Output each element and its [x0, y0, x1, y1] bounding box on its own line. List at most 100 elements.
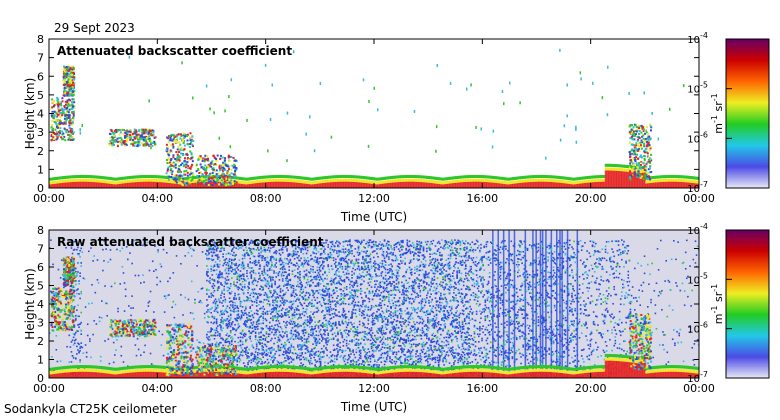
cloud-return [71, 116, 74, 119]
noise-speck [280, 248, 283, 251]
boundary-layer-edge [393, 179, 396, 183]
noise-speck [255, 347, 258, 350]
boundary-layer [118, 183, 122, 188]
boundary-layer-edge [656, 179, 660, 183]
boundary-layer-edge [497, 180, 500, 184]
cloud-return [178, 149, 181, 152]
noise-speck [168, 294, 170, 296]
boundary-layer-edge [131, 179, 135, 183]
boundary-layer-edge [621, 168, 624, 172]
noise-speck [247, 319, 249, 321]
cloud-return [188, 136, 191, 139]
noise-speck [251, 282, 254, 285]
boundary-layer [421, 181, 424, 188]
cloud-return [645, 165, 648, 168]
cloud-return [189, 177, 192, 180]
noise-speck [266, 353, 269, 356]
noise-speck [213, 248, 216, 251]
noise-speck [229, 304, 232, 306]
cloud-return [66, 101, 69, 104]
boundary-layer-edge [387, 176, 390, 180]
noise-speck [228, 260, 231, 263]
cloud-return [182, 141, 185, 144]
boundary-layer-edge [541, 178, 544, 182]
boundary-layer [635, 172, 639, 188]
cloud-return [191, 143, 194, 146]
noise-speck [275, 331, 278, 333]
boundary-layer-edge [677, 178, 681, 182]
noise-speck [55, 335, 58, 337]
cloud-return [166, 169, 169, 172]
noise-speck [247, 263, 249, 266]
cloud-return [66, 93, 69, 96]
cloud-return [191, 136, 194, 139]
noise-speck [251, 324, 254, 326]
cloud-return [169, 165, 172, 168]
noise-speck [257, 320, 259, 323]
cloud-return [70, 84, 73, 87]
cloud-return [113, 139, 116, 142]
boundary-layer [474, 181, 478, 188]
noise-speck [233, 328, 235, 330]
cloud-return [130, 134, 133, 137]
noise-speck [218, 299, 220, 302]
noise-speck [254, 336, 257, 338]
boundary-layer-edge [260, 175, 263, 179]
boundary-layer-edge [112, 181, 115, 185]
noise-speck [218, 332, 220, 335]
boundary-layer [663, 181, 666, 188]
panel-2: Raw attenuated backscatter coefficient01… [23, 222, 770, 414]
boundary-layer-edge [79, 178, 83, 182]
boundary-layer [140, 181, 143, 188]
cloud-return [197, 156, 200, 159]
noise-speck [261, 362, 263, 365]
boundary-layer-edge [466, 178, 470, 182]
noise-speck [198, 341, 201, 344]
noise-speck [262, 328, 265, 330]
noise-speck [264, 273, 267, 275]
boundary-layer-edge [482, 178, 486, 182]
noise-speck [274, 337, 276, 340]
sparse-return [213, 111, 215, 115]
boundary-layer-edge [671, 178, 674, 182]
boundary-layer-edge [323, 179, 327, 183]
noise-speck [237, 314, 240, 316]
boundary-layer [248, 183, 252, 188]
boundary-layer [331, 181, 335, 188]
noise-speck [277, 241, 280, 244]
noise-speck [206, 257, 208, 260]
boundary-layer-edge [274, 178, 278, 182]
noise-speck [213, 355, 216, 357]
boundary-layer-edge [244, 177, 247, 181]
noise-speck [264, 278, 267, 281]
noise-speck [274, 282, 276, 285]
cloud-return [219, 169, 222, 172]
noise-speck [229, 292, 232, 295]
boundary-layer-edge [325, 175, 328, 179]
cloud-return [52, 127, 55, 130]
noise-speck [78, 293, 80, 295]
noise-speck [262, 243, 265, 246]
noise-speck [277, 345, 280, 347]
sparse-return [229, 145, 232, 149]
boundary-layer-edge [583, 176, 587, 180]
noise-speck [216, 247, 219, 249]
cloud-return [59, 101, 62, 104]
cloud-return [648, 135, 651, 138]
noise-speck [245, 323, 247, 326]
boundary-layer-edge [84, 178, 88, 182]
noise-speck [261, 354, 263, 356]
boundary-layer-edge [595, 175, 598, 179]
noise-speck [273, 308, 275, 311]
noise-speck [279, 290, 282, 292]
boundary-layer-edge [161, 175, 164, 179]
noise-speck [76, 345, 78, 348]
noise-speck [227, 264, 230, 267]
noise-speck [77, 246, 79, 249]
boundary-layer-edge [283, 175, 286, 179]
noise-speck [234, 333, 236, 336]
cloud-return [191, 156, 194, 159]
cloud-return [634, 170, 637, 173]
y-tick-label: 5 [37, 89, 44, 102]
noise-speck [241, 336, 244, 339]
